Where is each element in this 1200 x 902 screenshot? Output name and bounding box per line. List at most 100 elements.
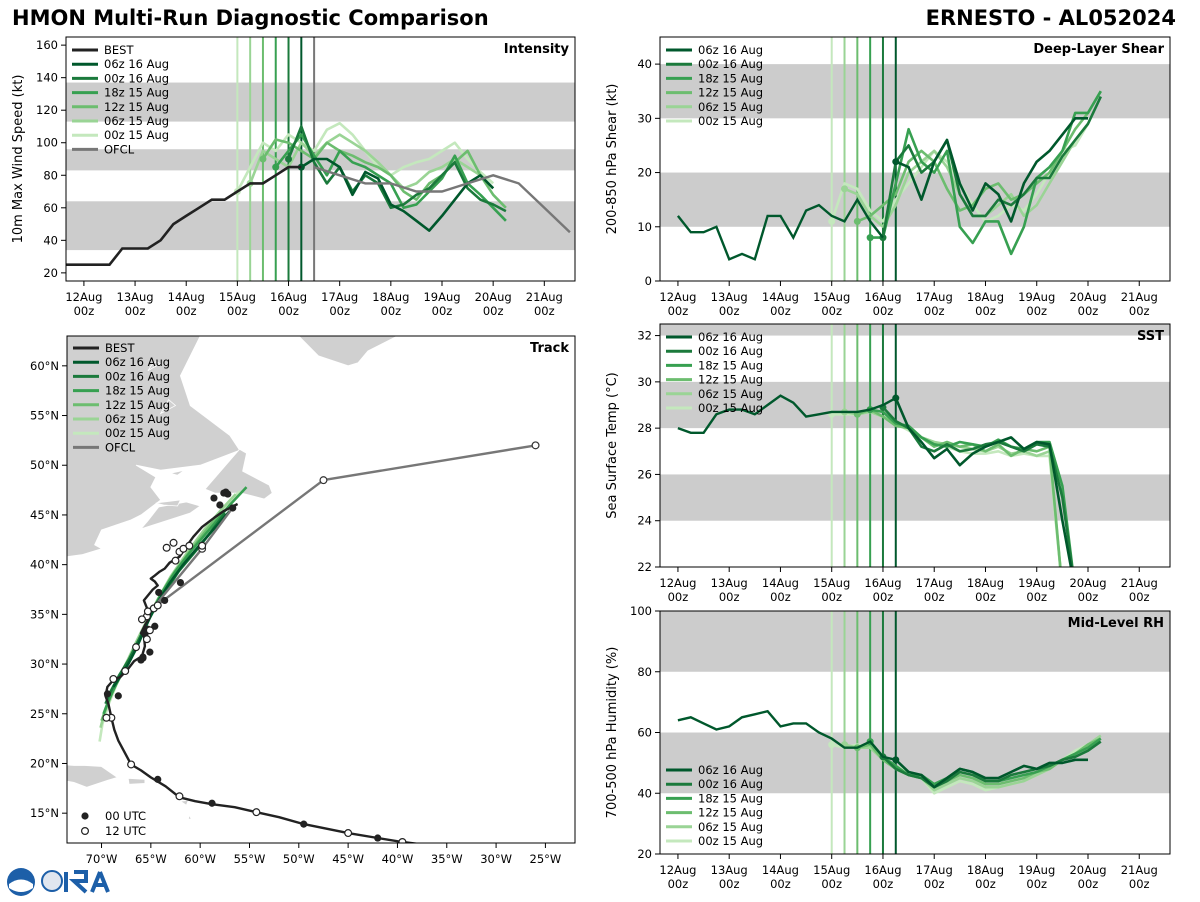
run-line [882,406,1074,567]
legend-label: 18z 15 Aug [698,791,763,805]
utc12-marker [171,556,180,565]
x-tick-label: 15Aug [813,863,850,877]
legend-label: OFCL [104,142,135,156]
utc12-marker [137,615,146,624]
utc12-legend-label: 12 UTC [105,824,146,838]
x-tick-label: 14Aug [762,290,799,304]
land-mass [139,501,202,530]
x-tick-label: 00z [668,304,689,318]
y-tick-label: 80 [637,665,652,679]
best-track [104,502,421,843]
y-tick-label: 40 [637,786,652,800]
track-plot-area [67,336,540,851]
land-mass [179,799,189,806]
x-tick-label: 00z [873,304,894,318]
utc12-marker [132,643,141,652]
x-tick-label: 00z [668,590,689,604]
utc00-marker [155,588,163,597]
x-tick-label: 00z [1026,590,1047,604]
ofcl-marker [531,441,540,450]
track-map: 70°W 65°W 60°W 55°W 50°W 45°W 40°W 35°W 30°W 25°W… [30,335,576,866]
utc12-marker [185,541,194,550]
x-tick-label: 00z [1026,877,1047,891]
land-mass [170,469,185,476]
land-mass [159,398,177,415]
x-tick-label: 50°W [283,852,315,866]
title-left: HMON Multi-Run Diagnostic Comparison [12,6,489,30]
best-line [66,165,302,267]
run-line [870,90,1102,256]
land-mass [147,361,162,372]
x-tick-label: 19Aug [1018,863,1055,877]
x-tick-label: 21Aug [1121,576,1158,590]
run-line [261,138,507,209]
run-start-marker [259,155,267,163]
y-tick-label: 45°N [30,508,59,522]
x-tick-label: 20Aug [1069,290,1106,304]
run-track [98,490,241,742]
run-start-marker [285,155,293,163]
run-line [287,125,507,213]
utc00-marker [224,490,232,498]
y-tick-label: 50°N [30,458,59,472]
y-tick-label: 15°N [30,806,59,820]
utc12-marker [344,829,353,838]
x-tick-label: 00z [278,304,299,318]
run-line [894,397,1073,567]
x-tick-label: 25°W [530,852,562,866]
x-tick-label: 12Aug [659,863,696,877]
x-tick-label: 13Aug [711,290,748,304]
sst-plot-area [660,324,1170,567]
utc00-marker [229,504,237,512]
y-axis-label: Sea Surface Temp (°C) [605,372,620,519]
legend-label: 06z 15 Aug [104,114,169,128]
x-tick-label: 16Aug [864,863,901,877]
x-tick-label: 00z [74,304,95,318]
x-tick-label: 00z [975,877,996,891]
legend-label: 12z 15 Aug [698,806,763,820]
y-tick-label: 80 [43,168,58,182]
legend-label: 06z 15 Aug [698,387,763,401]
x-tick-label: 45°W [332,852,364,866]
legend-label: 18z 15 Aug [104,86,169,100]
utc12-marker [121,667,130,676]
utc12-marker [398,838,407,843]
y-tick-label: 26 [637,467,652,481]
x-tick-label: 00z [1129,877,1150,891]
x-tick-label: 18Aug [372,290,409,304]
legend-label: 12z 15 Aug [698,86,763,100]
land-mass [210,336,398,367]
category-band [660,732,1170,794]
utc00-marker [146,648,154,656]
y-tick-label: 10 [637,220,652,234]
utc00-marker [428,844,435,851]
x-tick-label: 00z [719,304,740,318]
x-tick-label: 00z [1078,877,1099,891]
x-tick-label: 00z [1129,304,1150,318]
x-tick-label: 60°W [184,852,216,866]
x-tick-label: 15Aug [813,576,850,590]
x-tick-label: 19Aug [423,290,460,304]
legend-label: BEST [105,341,135,355]
y-tick-label: 120 [36,103,58,117]
run-track [112,510,231,688]
utc12-marker [142,635,151,644]
shear-plot-area [660,37,1170,281]
land-mass [127,777,146,785]
x-tick-label: 17Aug [916,863,953,877]
y-tick-label: 30 [637,111,652,125]
shear-chart: 01020304012Aug00z13Aug00z14Aug00z15Aug00… [605,36,1171,318]
utc00-marker [216,501,224,509]
utc12-marker [162,543,171,552]
x-tick-label: 00z [821,877,842,891]
utc12-marker [145,626,154,635]
run-start-marker [866,234,874,242]
x-tick-label: 00z [924,877,945,891]
utc00-marker [154,775,162,783]
x-tick-label: 00z [770,304,791,318]
run-line [895,117,1088,223]
legend-label: 18z 15 Aug [105,384,170,398]
legend-label: 00z 15 Aug [104,128,169,142]
x-tick-label: 21Aug [526,290,563,304]
utc00-marker [210,494,218,502]
